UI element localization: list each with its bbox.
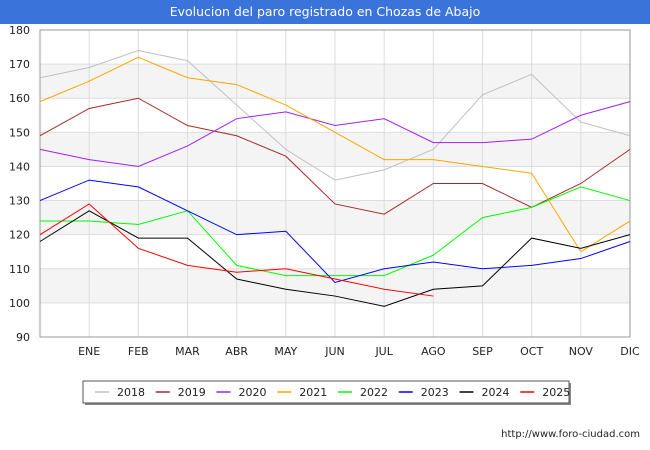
legend-label-2024: 2024 [482,386,510,399]
series-line-2023 [39,179,631,283]
chart-title: Evolucion del paro registrado en Chozas … [0,0,650,24]
x-tick-label: AGO [421,345,446,358]
y-tick-label: 90 [16,331,30,344]
series-line-2021 [39,56,631,253]
x-tick-label: NOV [569,345,594,358]
series-line-2022 [40,186,631,277]
y-tick-label: 100 [9,297,30,310]
x-tick-label: ABR [225,345,248,358]
legend-label-2023: 2023 [421,386,449,399]
legend-label-2025: 2025 [542,386,570,399]
legend-box [82,380,570,404]
x-tick-label: MAR [175,345,200,358]
series-lines [39,49,631,307]
x-tick-label: OCT [520,345,543,358]
series-line-2020 [39,101,631,167]
x-tick-label: MAY [274,345,297,358]
legend-label-2021: 2021 [299,386,327,399]
x-tick-label: JUL [374,345,393,358]
x-tick-label: ENE [78,345,100,358]
series-line-2025 [39,203,434,297]
y-tick-label: 110 [9,263,30,276]
legend-label-2019: 2019 [178,386,206,399]
legend-label-2018: 2018 [117,386,145,399]
x-tick-label: JUN [324,345,345,358]
y-tick-label: 160 [9,92,30,105]
legend: 2018 2019 2020 2021 2022 2023 2024 2025 [82,380,571,405]
y-tick-label: 170 [9,58,30,71]
y-tick-label: 150 [9,126,30,139]
x-axis: ENE FEB MAR ABR MAY JUN JUL AGO SEP OCT NOV DIC [78,345,640,358]
x-tick-label: FEB [128,345,149,358]
y-tick-label: 130 [9,195,30,208]
legend-label-2020: 2020 [239,386,267,399]
y-tick-label: 140 [9,160,30,173]
x-tick-label: DIC [620,345,640,358]
legend-label-2022: 2022 [360,386,388,399]
y-tick-label: 120 [9,229,30,242]
plot-border [39,29,631,338]
footer-url: http://www.foro-ciudad.com [501,429,640,440]
x-tick-label: SEP [472,345,493,358]
y-axis: 90 100 110 120 130 140 150 160 170 180 [9,24,30,344]
series-line-2024 [39,210,631,307]
series-line-2018 [39,49,631,181]
y-tick-label: 180 [9,24,30,37]
